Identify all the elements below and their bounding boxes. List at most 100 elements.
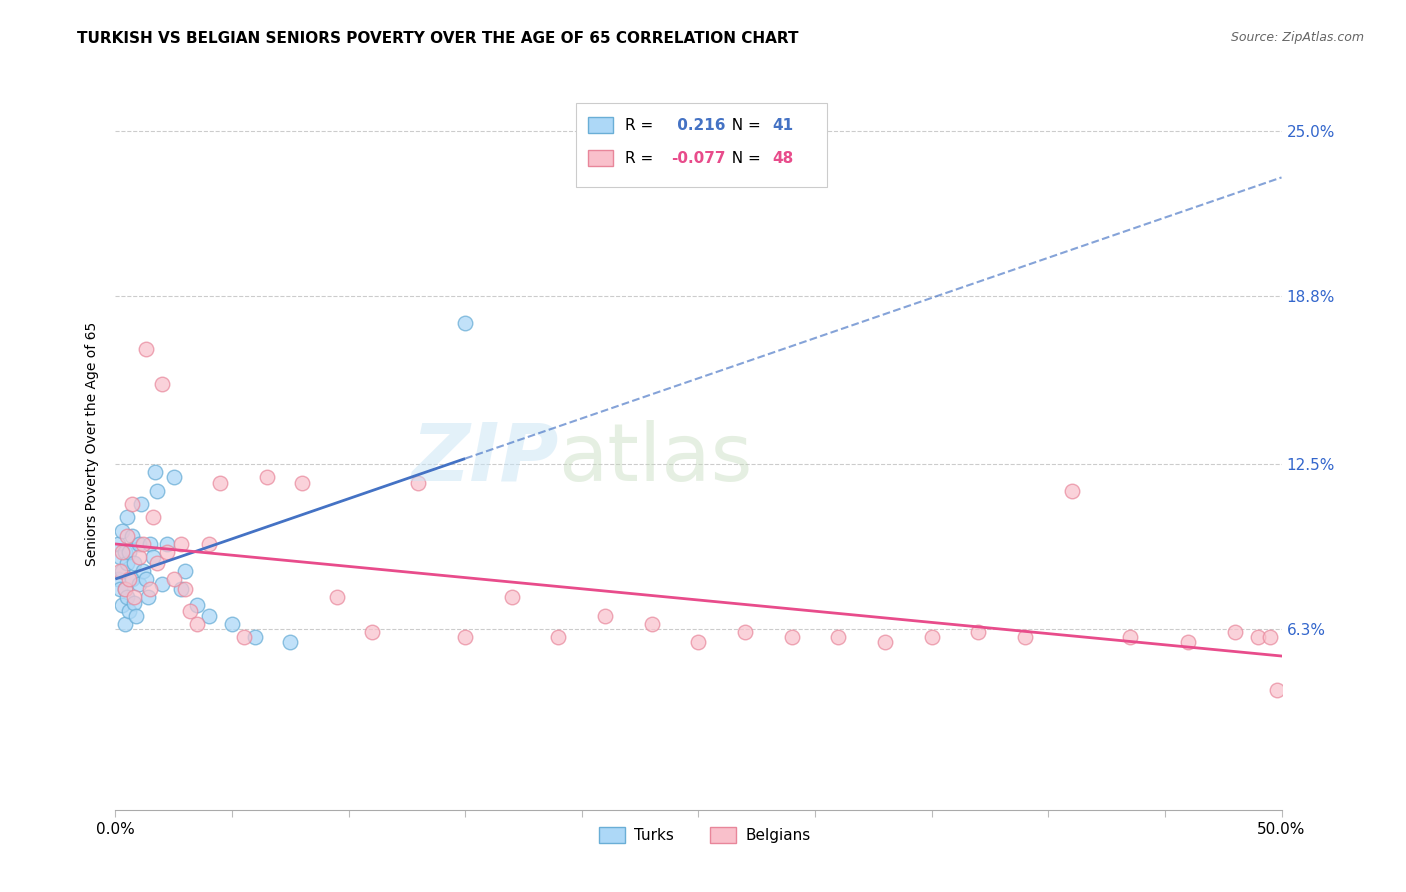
Point	[122, 595, 145, 609]
Text: atlas: atlas	[558, 419, 752, 498]
Point	[115, 510, 138, 524]
Point	[245, 630, 267, 644]
Point	[197, 608, 219, 623]
Text: ZIP: ZIP	[411, 419, 558, 498]
FancyBboxPatch shape	[710, 827, 735, 844]
Point	[179, 603, 201, 617]
Point	[125, 608, 148, 623]
Point	[197, 537, 219, 551]
Point	[122, 556, 145, 570]
Point	[256, 470, 278, 484]
Point	[827, 630, 849, 644]
Point	[146, 556, 169, 570]
Point	[111, 598, 134, 612]
Point	[921, 630, 943, 644]
Point	[593, 608, 616, 623]
Point	[118, 545, 141, 559]
Point	[169, 537, 191, 551]
Point	[121, 572, 143, 586]
Point	[132, 564, 155, 578]
FancyBboxPatch shape	[576, 103, 827, 187]
Point	[1247, 630, 1270, 644]
Point	[128, 577, 150, 591]
Point	[278, 635, 301, 649]
Point	[174, 564, 197, 578]
Point	[118, 572, 141, 586]
Text: Belgians: Belgians	[745, 828, 810, 843]
Point	[501, 590, 523, 604]
Point	[143, 465, 166, 479]
Point	[128, 537, 150, 551]
Point	[209, 475, 232, 490]
Text: 41: 41	[772, 118, 793, 133]
Point	[967, 624, 990, 639]
Point	[780, 630, 803, 644]
Point	[232, 630, 254, 644]
Point	[142, 510, 165, 524]
Point	[132, 537, 155, 551]
Point	[291, 475, 314, 490]
Y-axis label: Seniors Poverty Over the Age of 65: Seniors Poverty Over the Age of 65	[86, 322, 100, 566]
Point	[129, 497, 152, 511]
Text: Turks: Turks	[634, 828, 673, 843]
Point	[146, 483, 169, 498]
FancyBboxPatch shape	[588, 117, 613, 133]
Point	[107, 537, 129, 551]
Point	[1060, 483, 1083, 498]
Point	[114, 582, 136, 597]
Point	[688, 635, 710, 649]
Point	[873, 635, 896, 649]
Point	[118, 603, 141, 617]
Point	[1223, 624, 1246, 639]
Text: -0.077: -0.077	[672, 151, 725, 166]
Text: R =: R =	[624, 151, 658, 166]
Point	[114, 616, 136, 631]
Point	[114, 582, 136, 597]
Point	[326, 590, 349, 604]
Point	[408, 475, 430, 490]
Point	[108, 550, 131, 565]
Point	[454, 630, 477, 644]
Point	[1177, 635, 1199, 649]
Point	[186, 616, 208, 631]
Point	[115, 529, 138, 543]
Point	[115, 556, 138, 570]
Point	[111, 524, 134, 538]
Text: R =: R =	[624, 118, 658, 133]
Point	[122, 590, 145, 604]
Text: N =: N =	[721, 118, 765, 133]
Point	[135, 343, 157, 357]
Point	[186, 598, 208, 612]
Text: 0.216: 0.216	[672, 118, 725, 133]
Point	[121, 497, 143, 511]
Point	[128, 550, 150, 565]
Point	[150, 577, 173, 591]
Point	[162, 470, 184, 484]
Point	[135, 572, 157, 586]
Point	[150, 376, 173, 391]
Point	[107, 572, 129, 586]
Point	[169, 582, 191, 597]
Point	[142, 550, 165, 565]
FancyBboxPatch shape	[588, 150, 613, 166]
Point	[734, 624, 756, 639]
Point	[136, 590, 159, 604]
Point	[111, 545, 134, 559]
Point	[115, 590, 138, 604]
Point	[155, 545, 177, 559]
Point	[108, 582, 131, 597]
Point	[221, 616, 243, 631]
Point	[108, 564, 131, 578]
Point	[114, 545, 136, 559]
Point	[139, 582, 162, 597]
Point	[155, 537, 177, 551]
Text: N =: N =	[721, 151, 765, 166]
Point	[1265, 683, 1288, 698]
Text: 48: 48	[772, 151, 793, 166]
Point	[454, 316, 477, 330]
Point	[121, 529, 143, 543]
Point	[1014, 630, 1036, 644]
FancyBboxPatch shape	[599, 827, 624, 844]
Point	[111, 564, 134, 578]
Text: Source: ZipAtlas.com: Source: ZipAtlas.com	[1230, 31, 1364, 45]
